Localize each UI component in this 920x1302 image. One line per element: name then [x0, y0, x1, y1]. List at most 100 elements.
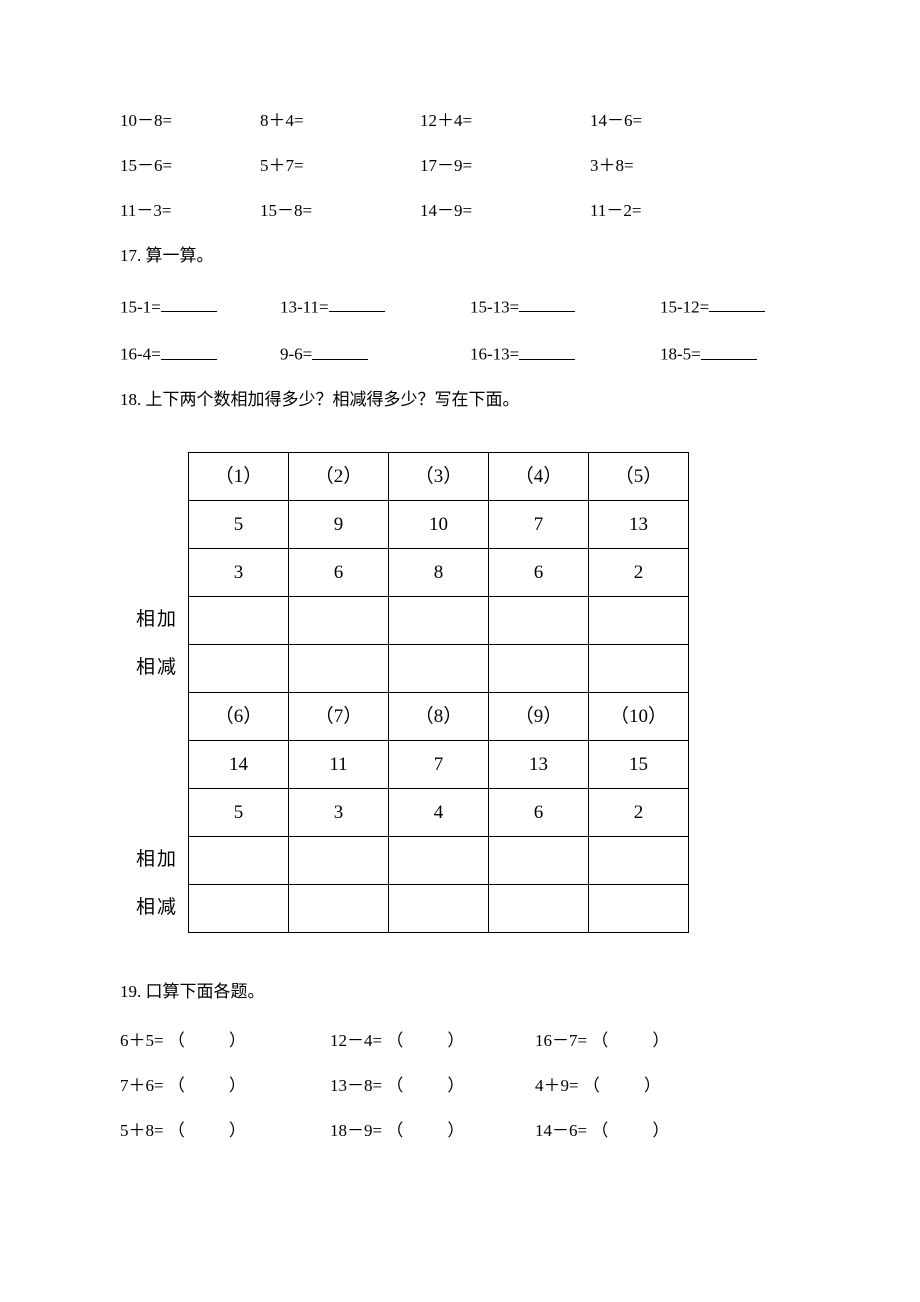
data-cell: （5）	[589, 452, 689, 500]
answer-cell[interactable]	[589, 596, 689, 644]
label-add-1: 相加	[136, 596, 182, 644]
paren-open: （	[168, 1121, 185, 1140]
label-sub-1: 相减	[136, 644, 182, 692]
data-cell: （8）	[389, 692, 489, 740]
paren-open: （	[168, 1031, 185, 1050]
answer-cell[interactable]	[589, 884, 689, 932]
q17-block: 15-1=13-11=15-13=15-12=16-4=9-6=16-13=18…	[120, 294, 800, 367]
expression-text: 7＋6=	[120, 1076, 164, 1095]
expression-text: 16-13=	[470, 345, 519, 364]
data-cell: 10	[389, 500, 489, 548]
q17-row: 16-4=9-6=16-13=18-5=	[120, 341, 800, 367]
data-cell: 9	[289, 500, 389, 548]
paren-open: （	[386, 1076, 403, 1095]
data-row: 5910713	[189, 500, 689, 548]
arith-expression-paren: 14－6= （）	[535, 1120, 715, 1143]
arith-expression: 15－8=	[260, 200, 420, 223]
answer-blank[interactable]	[161, 341, 217, 360]
answer-row	[189, 836, 689, 884]
answer-cell[interactable]	[389, 596, 489, 644]
label-add-2: 相加	[136, 836, 182, 884]
data-cell: 5	[189, 500, 289, 548]
answer-row	[189, 884, 689, 932]
expression-text: 6＋5=	[120, 1031, 164, 1050]
arith-expression-blank: 15-12=	[660, 294, 800, 320]
data-cell: 6	[289, 548, 389, 596]
answer-cell[interactable]	[589, 644, 689, 692]
paren-open: （	[583, 1076, 600, 1095]
paren-close: ）	[447, 1031, 464, 1050]
answer-cell[interactable]	[589, 836, 689, 884]
arith-expression-paren: 7＋6= （）	[120, 1075, 330, 1098]
paren-close: ）	[447, 1076, 464, 1095]
data-cell: 15	[589, 740, 689, 788]
expression-text: 16－7=	[535, 1031, 587, 1050]
expression-text: 14－6=	[535, 1121, 587, 1140]
data-cell: （9）	[489, 692, 589, 740]
answer-blank[interactable]	[701, 341, 757, 360]
answer-row	[189, 644, 689, 692]
paren-close: ）	[229, 1031, 246, 1050]
q18-table-wrap: 相加 相减 相加 相减 （1）（2）（3）（4）（5）591071336862 （…	[136, 452, 800, 933]
answer-cell[interactable]	[289, 884, 389, 932]
arith-expression: 17－9=	[420, 155, 590, 178]
label-sub-2: 相减	[136, 884, 182, 932]
label-spacer	[136, 500, 182, 548]
q19-row: 7＋6= （）13－8= （）4＋9= （）	[120, 1075, 800, 1098]
paren-close: ）	[229, 1076, 246, 1095]
answer-cell[interactable]	[389, 884, 489, 932]
arith-expression: 3＋8=	[590, 155, 730, 178]
arith-expression-blank: 15-1=	[120, 294, 280, 320]
expression-text: 15-1=	[120, 297, 161, 316]
label-spacer	[136, 452, 182, 500]
data-row: 36862	[189, 548, 689, 596]
answer-cell[interactable]	[489, 884, 589, 932]
expression-text: 18－9=	[330, 1121, 382, 1140]
answer-cell[interactable]	[389, 644, 489, 692]
q19-row: 5＋8= （ ）18－9= （ ） 14－6= （）	[120, 1120, 800, 1143]
arith-expression-blank: 15-13=	[470, 294, 660, 320]
data-cell: 13	[489, 740, 589, 788]
q16-row: 10－8=8＋4=12＋4=14－6=	[120, 110, 800, 133]
paren-open: （	[386, 1031, 403, 1050]
answer-blank[interactable]	[161, 294, 217, 313]
answer-cell[interactable]	[289, 836, 389, 884]
expression-text: 15-13=	[470, 297, 519, 316]
data-row: （1）（2）（3）（4）（5）	[189, 452, 689, 500]
q19-row: 6＋5= （ ） 12－4= （ ） 16－7= （）	[120, 1030, 800, 1053]
arith-expression-paren: 16－7= （）	[535, 1030, 715, 1053]
answer-cell[interactable]	[489, 644, 589, 692]
expression-text: 12－4=	[330, 1031, 382, 1050]
answer-cell[interactable]	[289, 644, 389, 692]
arith-expression-blank: 16-4=	[120, 341, 280, 367]
expression-text: 5＋8=	[120, 1121, 164, 1140]
data-cell: （10）	[589, 692, 689, 740]
arith-expression: 11－3=	[120, 200, 260, 223]
q16-row: 11－3=15－8=14－9=11－2=	[120, 200, 800, 223]
q17-heading: 17. 算一算。	[120, 245, 800, 268]
answer-cell[interactable]	[489, 836, 589, 884]
arith-expression: 11－2=	[590, 200, 730, 223]
arith-expression: 15－6=	[120, 155, 260, 178]
arith-expression-blank: 18-5=	[660, 341, 800, 367]
answer-cell[interactable]	[189, 884, 289, 932]
answer-blank[interactable]	[519, 341, 575, 360]
answer-cell[interactable]	[489, 596, 589, 644]
answer-cell[interactable]	[389, 836, 489, 884]
answer-cell[interactable]	[189, 596, 289, 644]
paren-close: ）	[229, 1121, 246, 1140]
data-cell: 13	[589, 500, 689, 548]
answer-cell[interactable]	[189, 836, 289, 884]
answer-blank[interactable]	[329, 294, 385, 313]
answer-cell[interactable]	[289, 596, 389, 644]
paren-open: （	[386, 1121, 403, 1140]
answer-blank[interactable]	[519, 294, 575, 313]
arith-expression: 10－8=	[120, 110, 260, 133]
arith-expression-blank: 13-11=	[280, 294, 470, 320]
arith-expression-paren: 5＋8= （ ）	[120, 1120, 330, 1143]
answer-cell[interactable]	[189, 644, 289, 692]
answer-blank[interactable]	[312, 341, 368, 360]
arith-expression: 12＋4=	[420, 110, 590, 133]
data-cell: （6）	[189, 692, 289, 740]
answer-blank[interactable]	[709, 294, 765, 313]
